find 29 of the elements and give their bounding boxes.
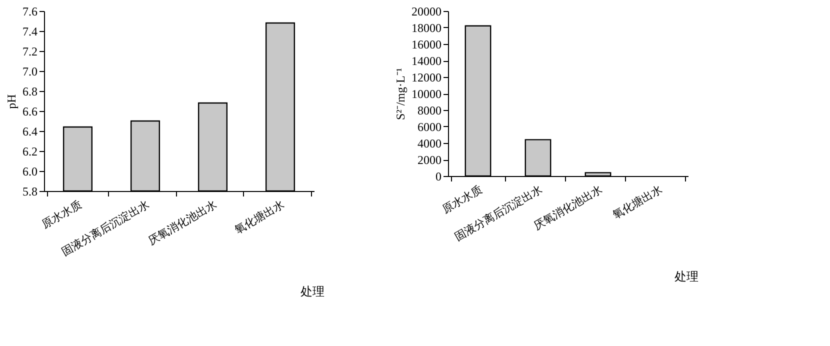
y-tick-label: 14000 <box>412 54 442 68</box>
y-tick-label: 7.4 <box>22 24 38 38</box>
y-tick-label: 18000 <box>412 21 442 35</box>
y-tick-label: 5.8 <box>22 184 38 198</box>
x-tick-label: 氧化塘出水 <box>232 198 287 236</box>
y-axis-title: pH <box>4 94 18 109</box>
y-tick-label: 7.2 <box>22 44 38 58</box>
y-tick-label: 10000 <box>412 87 442 101</box>
y-tick-label: 12000 <box>412 70 442 84</box>
y-tick-label: 6.6 <box>22 104 38 118</box>
y-tick-label: 6.4 <box>22 124 38 138</box>
x-tick-label: 原水水质 <box>440 182 484 216</box>
y-tick-label: 0 <box>436 170 442 184</box>
x-axis-title: 处理 <box>674 270 698 284</box>
y-tick-label: 4000 <box>418 136 442 150</box>
y-tick-label: 8000 <box>418 104 442 118</box>
y-axis-title: S²⁻/mg·L⁻¹ <box>394 68 408 120</box>
y-tick-label: 7.0 <box>22 64 38 78</box>
y-tick-label: 20000 <box>412 4 442 18</box>
x-tick-label: 原水水质 <box>40 198 84 231</box>
y-tick-label: 16000 <box>412 38 442 52</box>
y-tick-label: 2000 <box>418 153 442 167</box>
y-tick-label: 6000 <box>418 120 442 134</box>
x-axis-title: 处理 <box>300 284 324 298</box>
y-tick-label: 6.0 <box>22 164 38 178</box>
x-tick-label: 氧化塘出水 <box>610 182 664 222</box>
y-tick-label: 7.6 <box>22 4 38 18</box>
y-tick-label: 6.8 <box>22 84 38 98</box>
y-tick-label: 6.2 <box>22 144 38 158</box>
